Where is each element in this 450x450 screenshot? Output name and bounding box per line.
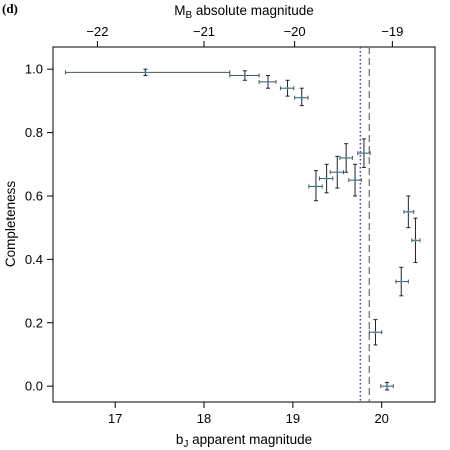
point-marker (286, 86, 289, 90)
data-point (279, 79, 295, 97)
top-x-tick-label: −22 (86, 24, 108, 39)
point-marker (266, 80, 270, 84)
data-points (64, 68, 421, 391)
point-marker (399, 280, 403, 283)
y-tick-label: 0.8 (25, 125, 43, 140)
point-marker (335, 170, 339, 174)
data-point (64, 68, 231, 77)
data-point (339, 143, 353, 173)
data-point (403, 195, 415, 229)
y-tick-label: 0.4 (25, 252, 43, 267)
data-point (329, 155, 344, 189)
data-point (395, 266, 409, 297)
data-point (319, 163, 334, 194)
point-marker (243, 74, 247, 77)
plot-frame (52, 46, 436, 403)
point-marker (144, 71, 147, 74)
y-tick-label: 0.0 (25, 379, 43, 394)
x-axis-top-title: MB absolute magnitude (174, 3, 314, 21)
point-marker (344, 156, 348, 160)
top-x-tick-label: −21 (193, 24, 215, 39)
data-point (368, 319, 383, 346)
y-tick-label: 0.2 (25, 315, 43, 330)
point-marker (385, 384, 389, 388)
x-tick-label: 19 (286, 411, 300, 426)
point-marker (374, 330, 377, 334)
point-marker (362, 151, 366, 155)
y-tick-label: 0.6 (25, 188, 43, 203)
data-point (229, 70, 260, 81)
point-marker (314, 185, 318, 188)
point-marker (300, 96, 304, 100)
data-point (258, 75, 277, 89)
x-axis-bottom-title: bJ apparent magnitude (176, 432, 312, 450)
data-point (411, 217, 421, 264)
data-point (294, 87, 309, 107)
top-x-tick-label: −20 (284, 24, 306, 39)
top-x-tick-label: −19 (381, 24, 403, 39)
x-tick-label: 20 (374, 411, 388, 426)
data-point (348, 163, 362, 197)
x-tick-label: 17 (108, 411, 122, 426)
y-tick-label: 1.0 (25, 62, 43, 77)
data-point (357, 138, 371, 168)
data-point (380, 381, 394, 391)
x-axis-bottom: 17 18 19 20 (108, 402, 389, 426)
point-marker (325, 177, 328, 180)
x-tick-label: 18 (197, 411, 211, 426)
y-axis: 0.0 0.2 0.4 0.6 0.8 1.0 (25, 62, 53, 394)
point-marker (414, 239, 417, 242)
data-point (308, 170, 323, 202)
point-marker (407, 210, 410, 214)
reference-lines (359, 47, 370, 402)
y-axis-title: Completeness (3, 181, 18, 268)
x-axis-top: −22 −21 −20 −19 (86, 24, 403, 47)
panel-label: (d) (2, 1, 18, 16)
point-marker (353, 178, 357, 182)
